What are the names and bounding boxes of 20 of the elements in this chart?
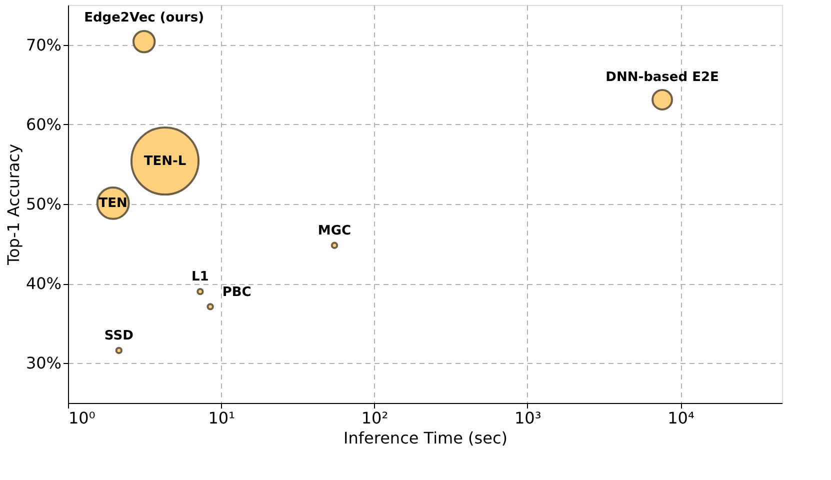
x-tick-label: 10¹ [208, 408, 236, 428]
y-axis-title: Top-1 Accuracy [4, 144, 23, 266]
annotation: Edge2Vec (ours) [84, 10, 204, 26]
y-tick-label: 30% [26, 354, 62, 373]
annotation: DNN-based E2E [606, 70, 719, 85]
x-tick-label: 10⁰ [68, 408, 96, 428]
x-tick-label: 10³ [514, 408, 542, 428]
y-tick-label: 60% [26, 114, 62, 134]
x-axis-title: Inference Time (sec) [344, 428, 508, 448]
annotation: L1 [192, 270, 209, 285]
x-tick-label: 10² [361, 408, 388, 428]
annotation: SSD [104, 328, 134, 344]
y-tick-label: 50% [26, 194, 62, 214]
y-tick-label: 40% [26, 274, 62, 294]
annotation: TEN [98, 196, 128, 212]
x-tick-label: 10⁴ [668, 408, 694, 428]
y-tick-label: 70% [26, 35, 62, 54]
annotation: TEN-L [144, 154, 186, 170]
annotation: PBC [222, 284, 252, 300]
annotation: MGC [318, 223, 352, 238]
